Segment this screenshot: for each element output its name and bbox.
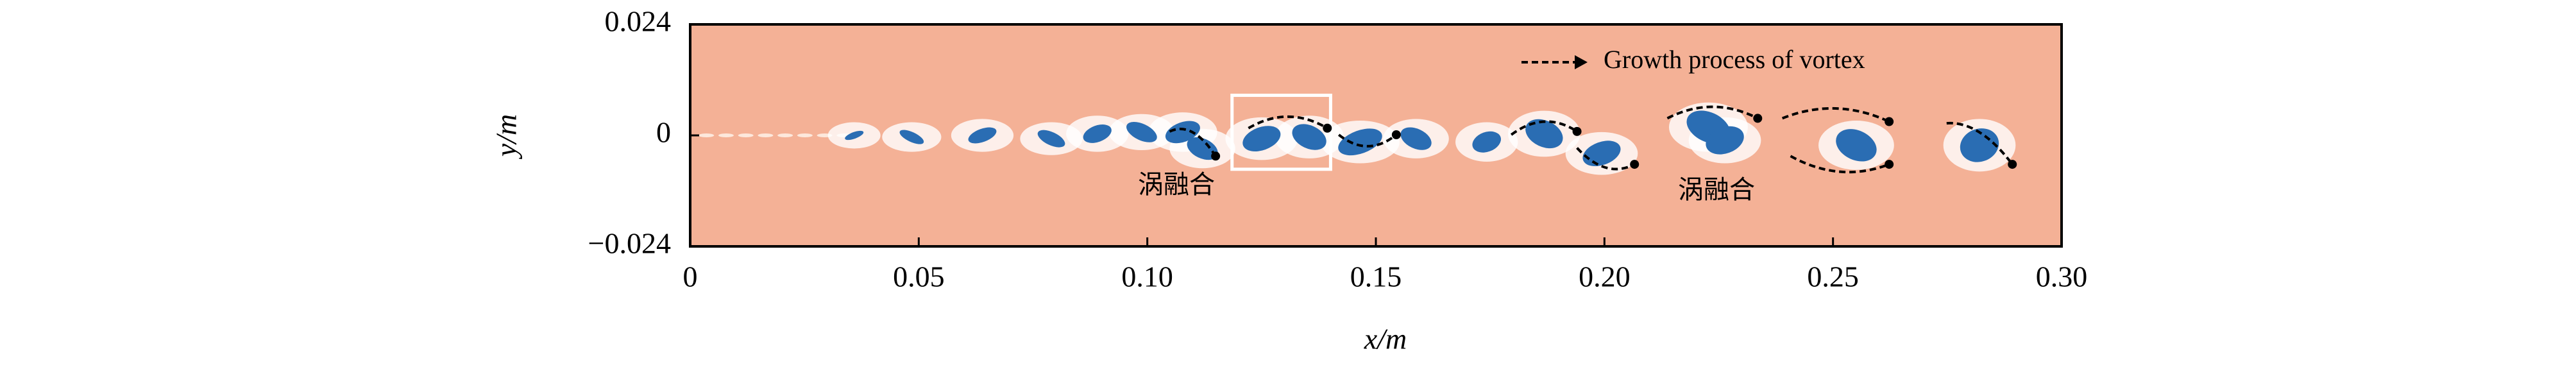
- x-tick-label: 0.20: [1579, 260, 1631, 293]
- growth-arrow: [1337, 133, 1398, 148]
- legend-arrowhead: [1575, 55, 1588, 69]
- x-tick-label: 0: [683, 260, 698, 293]
- growth-arrow: [1510, 120, 1578, 136]
- growth-arrow: [1666, 105, 1759, 120]
- vortex-core: [1083, 124, 1112, 143]
- highlight-box: [1230, 94, 1332, 171]
- vortex-core: [1292, 124, 1326, 150]
- vortex-core: [1472, 131, 1501, 153]
- vortex-core: [1037, 130, 1065, 148]
- y-tick-label: 0: [656, 116, 671, 149]
- growth-arrow: [1790, 155, 1890, 174]
- vortex-halo: [699, 133, 715, 137]
- growth-arrowhead: [1753, 114, 1763, 123]
- y-tick-label: 0.024: [605, 5, 672, 38]
- vortex-core: [968, 127, 997, 144]
- growth-arrowhead: [1323, 123, 1332, 133]
- growth-arrow: [1946, 121, 2013, 166]
- annotation: 涡融合: [1678, 175, 1755, 205]
- legend-label: Growth process of vortex: [1604, 45, 1865, 74]
- growth-arrowhead: [1572, 126, 1582, 136]
- growth-arrow: [1576, 147, 1636, 171]
- vortex-core: [1400, 127, 1432, 150]
- vortex-core: [1338, 128, 1382, 156]
- vortex-core: [1836, 129, 1877, 162]
- growth-arrowhead: [1885, 160, 1894, 169]
- growth-arrow: [1169, 128, 1217, 157]
- vortex-core: [1165, 121, 1200, 144]
- vortex-halo: [738, 133, 754, 137]
- vortex-core: [899, 130, 924, 144]
- growth-arrow: [1781, 107, 1890, 123]
- vortex-core: [1706, 126, 1744, 155]
- x-tick-label: 0.15: [1350, 260, 1402, 293]
- vortex-core: [1187, 137, 1218, 160]
- x-axis-label: x/m: [1364, 323, 1407, 355]
- x-tick-label: 0.05: [893, 260, 945, 293]
- vortex-core: [1126, 122, 1157, 142]
- growth-arrowhead: [1391, 130, 1401, 140]
- vorticity-field: [699, 94, 2017, 175]
- x-tick-label: 0.30: [2036, 260, 2088, 293]
- growth-arrowhead: [2008, 160, 2017, 169]
- vortex-halo: [718, 133, 734, 137]
- vortex-halo: [777, 133, 793, 137]
- x-tick-label: 0.25: [1807, 260, 1859, 293]
- vortex-halo: [758, 133, 774, 137]
- growth-arrow: [1248, 115, 1328, 130]
- annotation: 涡融合: [1138, 170, 1215, 200]
- vortex-core: [1242, 126, 1281, 151]
- y-axis-label: y/m: [490, 114, 523, 159]
- vortex-core: [845, 130, 864, 141]
- x-tick-label: 0.10: [1121, 260, 1173, 293]
- vortex-core: [1525, 119, 1563, 149]
- vortex-core: [1582, 141, 1621, 167]
- vortex-core: [1960, 128, 1999, 162]
- growth-arrowhead: [1630, 160, 1640, 169]
- growth-arrowhead: [1211, 151, 1221, 161]
- growth-arrowhead: [1885, 117, 1894, 126]
- y-tick-label: −0.024: [588, 227, 671, 260]
- vortex-halo: [797, 133, 813, 137]
